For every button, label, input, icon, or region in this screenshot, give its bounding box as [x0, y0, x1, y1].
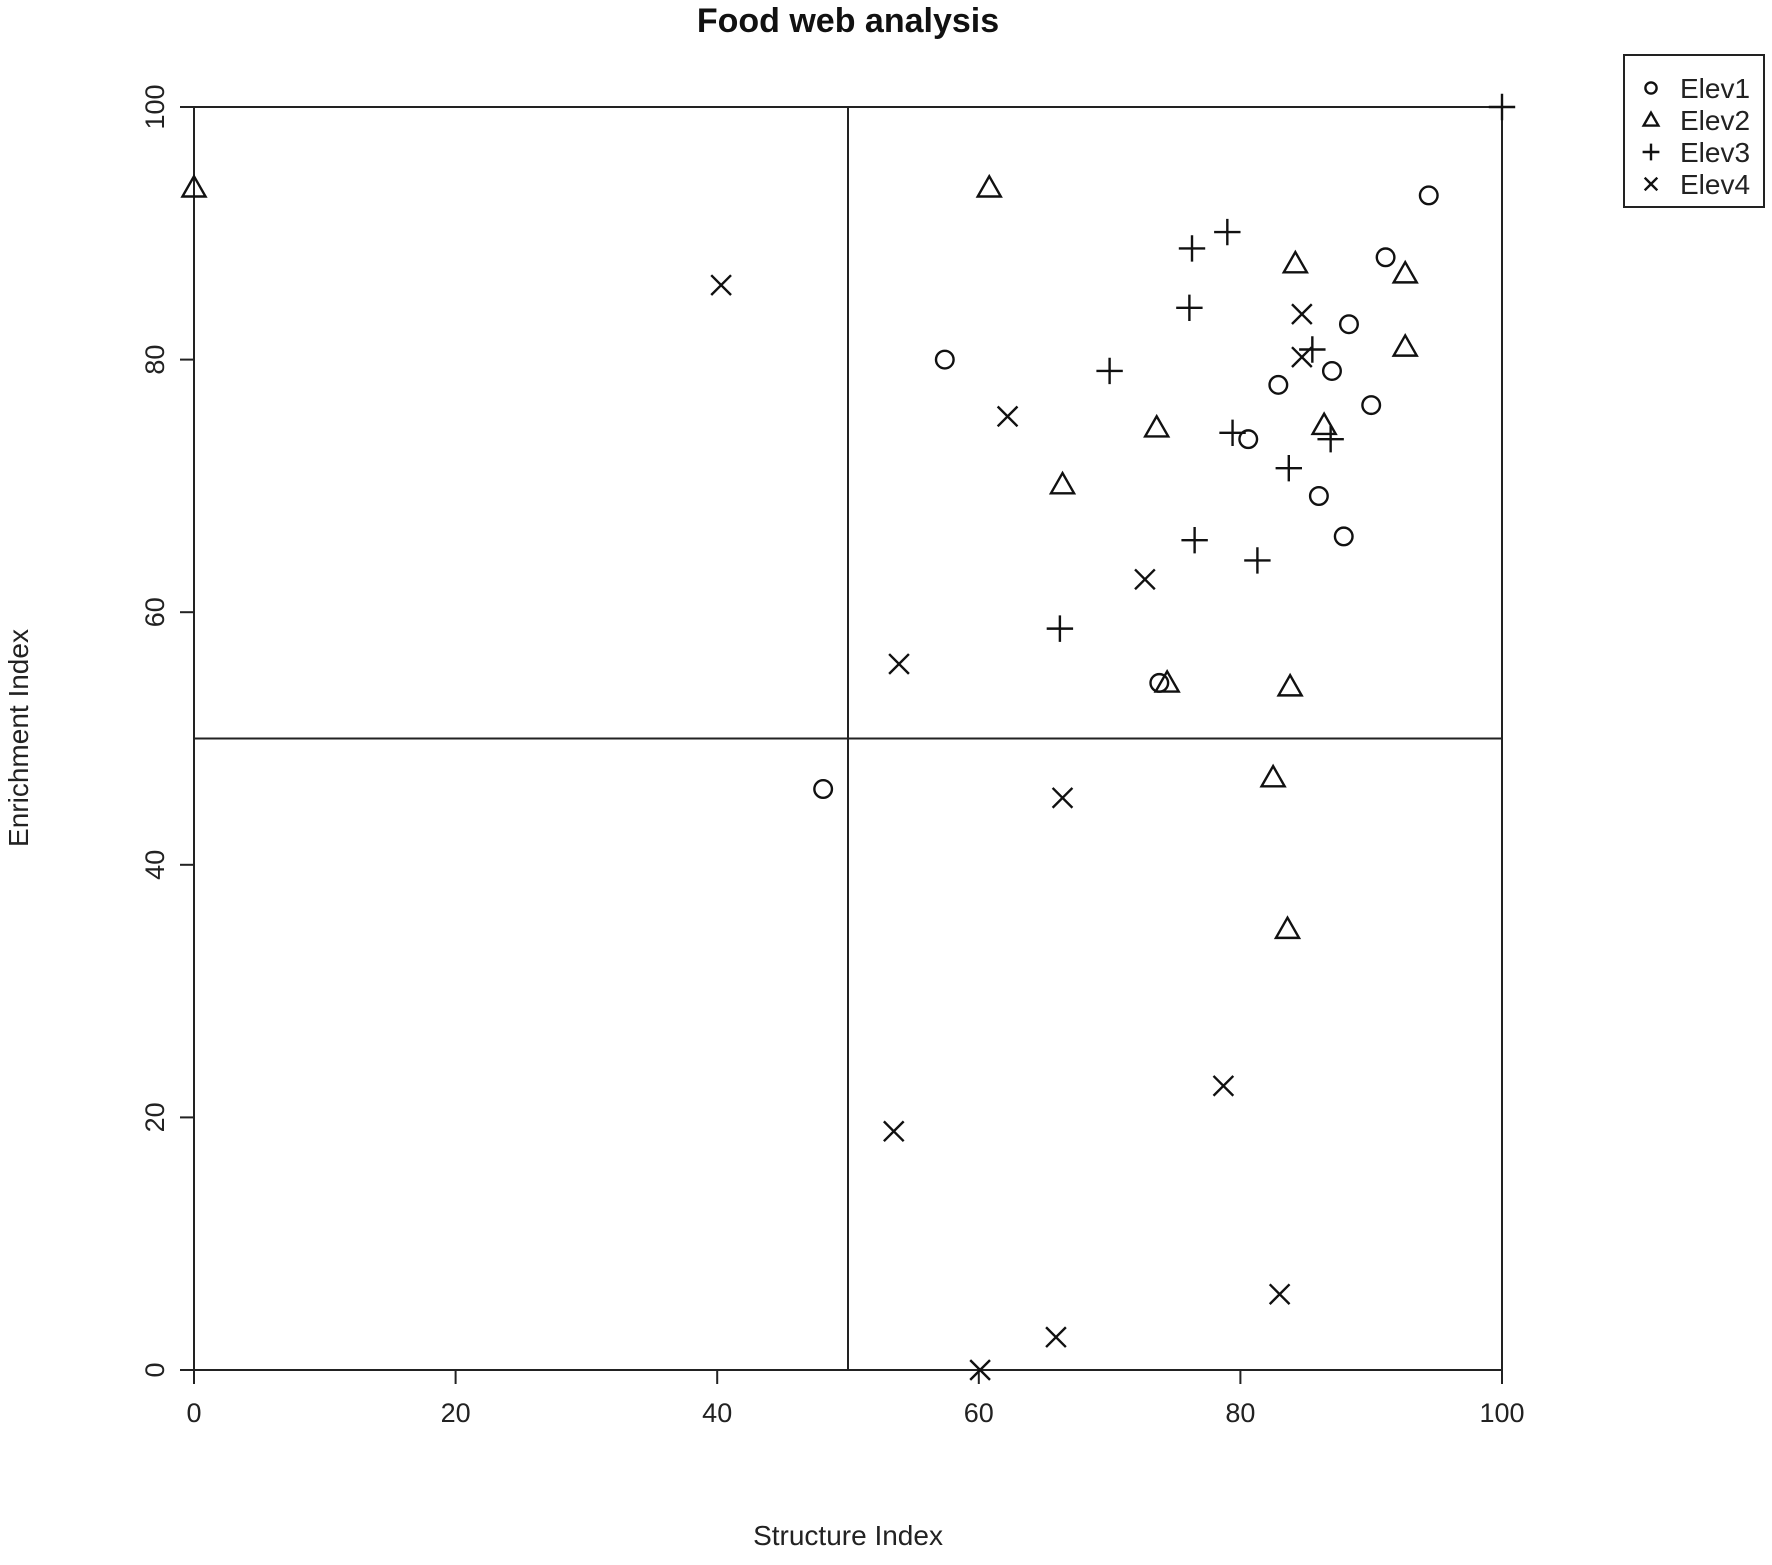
data-point-circle [813, 779, 834, 800]
x-tick-label: 40 [702, 1398, 732, 1428]
x-tick-label: 20 [441, 1398, 471, 1428]
data-point-plus [1214, 218, 1241, 246]
data-point-triangle [1281, 249, 1309, 274]
data-point-plus [1178, 235, 1206, 262]
legend-label: Elev4 [1680, 169, 1750, 200]
data-point-plus [1181, 527, 1208, 554]
data-point-cross [996, 405, 1019, 428]
data-point-cross [888, 653, 910, 675]
data-point-plus [1299, 336, 1326, 363]
data-point-plus [1096, 357, 1123, 385]
series-elev1 [813, 185, 1439, 800]
data-point-plus [1176, 294, 1203, 322]
series-elev2 [180, 173, 1419, 940]
data-point-cross [1268, 1283, 1291, 1305]
data-point-circle [1321, 360, 1342, 381]
data-point-plus [1046, 615, 1074, 642]
y-axis-label: Enrichment Index [3, 629, 34, 847]
data-point-circle [934, 349, 955, 370]
data-point-triangle [975, 173, 1003, 198]
data-point-plus [1488, 93, 1516, 121]
reference-lines [194, 107, 1502, 1370]
legend-marker-triangle [1641, 110, 1661, 127]
data-point-circle [1238, 429, 1259, 450]
data-point-plus [1219, 419, 1246, 447]
data-point-circle [1361, 395, 1382, 416]
data-point-plus [1317, 425, 1344, 453]
legend-label: Elev1 [1680, 73, 1750, 104]
data-point-triangle [1143, 413, 1171, 438]
data-point-triangle [1048, 470, 1077, 495]
data-point-triangle [1391, 333, 1419, 357]
data-point-cross [1291, 303, 1313, 325]
x-tick-label: 80 [1225, 1398, 1255, 1428]
x-tick-label: 100 [1479, 1398, 1524, 1428]
series-elev3 [1046, 93, 1516, 642]
data-point-circle [1268, 374, 1289, 395]
data-point-triangle [1259, 763, 1287, 788]
data-point-circle [1333, 526, 1354, 547]
legend-marker-cross [1643, 176, 1659, 192]
legend-marker-circle [1644, 81, 1658, 95]
y-tick-label: 0 [140, 1362, 170, 1377]
series-elev4 [710, 274, 1313, 1381]
data-point-triangle [180, 173, 208, 198]
data-point-cross [1051, 787, 1074, 809]
data-point-circle [1418, 185, 1439, 206]
data-point-cross [1212, 1075, 1235, 1097]
data-point-circle [1338, 314, 1359, 335]
data-point-cross [1291, 346, 1313, 368]
data-point-triangle [1273, 915, 1302, 940]
y-tick-label: 40 [140, 850, 170, 880]
x-tick-label: 0 [186, 1398, 201, 1428]
data-point-plus [1244, 547, 1271, 574]
data-point-cross [1045, 1326, 1067, 1348]
chart-title: Food web analysis [697, 2, 999, 40]
data-point-cross [1134, 568, 1156, 591]
y-tick-label: 20 [140, 1102, 170, 1132]
x-axis: 0 20 40 60 80 100 [186, 1369, 1525, 1428]
data-point-circle [1308, 486, 1329, 507]
data-point-triangle [1153, 668, 1181, 693]
data-point-circle [1375, 247, 1396, 268]
y-tick-label: 60 [140, 597, 170, 627]
data-point-triangle [1391, 259, 1419, 284]
data-point-triangle [1310, 411, 1338, 436]
data-point-plus [1275, 455, 1302, 482]
legend-marker-plus [1642, 143, 1660, 161]
data-points [180, 93, 1516, 1381]
x-axis-label: Structure Index [753, 1520, 943, 1551]
legend-label: Elev3 [1680, 137, 1750, 168]
y-axis: 0 20 40 60 80 100 [140, 84, 195, 1378]
legend-label: Elev2 [1680, 105, 1750, 136]
data-point-cross [883, 1120, 905, 1143]
data-point-cross [710, 274, 732, 296]
y-tick-label: 100 [140, 84, 170, 129]
y-tick-label: 80 [140, 345, 170, 375]
data-point-triangle [1276, 672, 1304, 697]
data-point-cross [969, 1359, 991, 1381]
x-tick-label: 60 [964, 1398, 994, 1428]
